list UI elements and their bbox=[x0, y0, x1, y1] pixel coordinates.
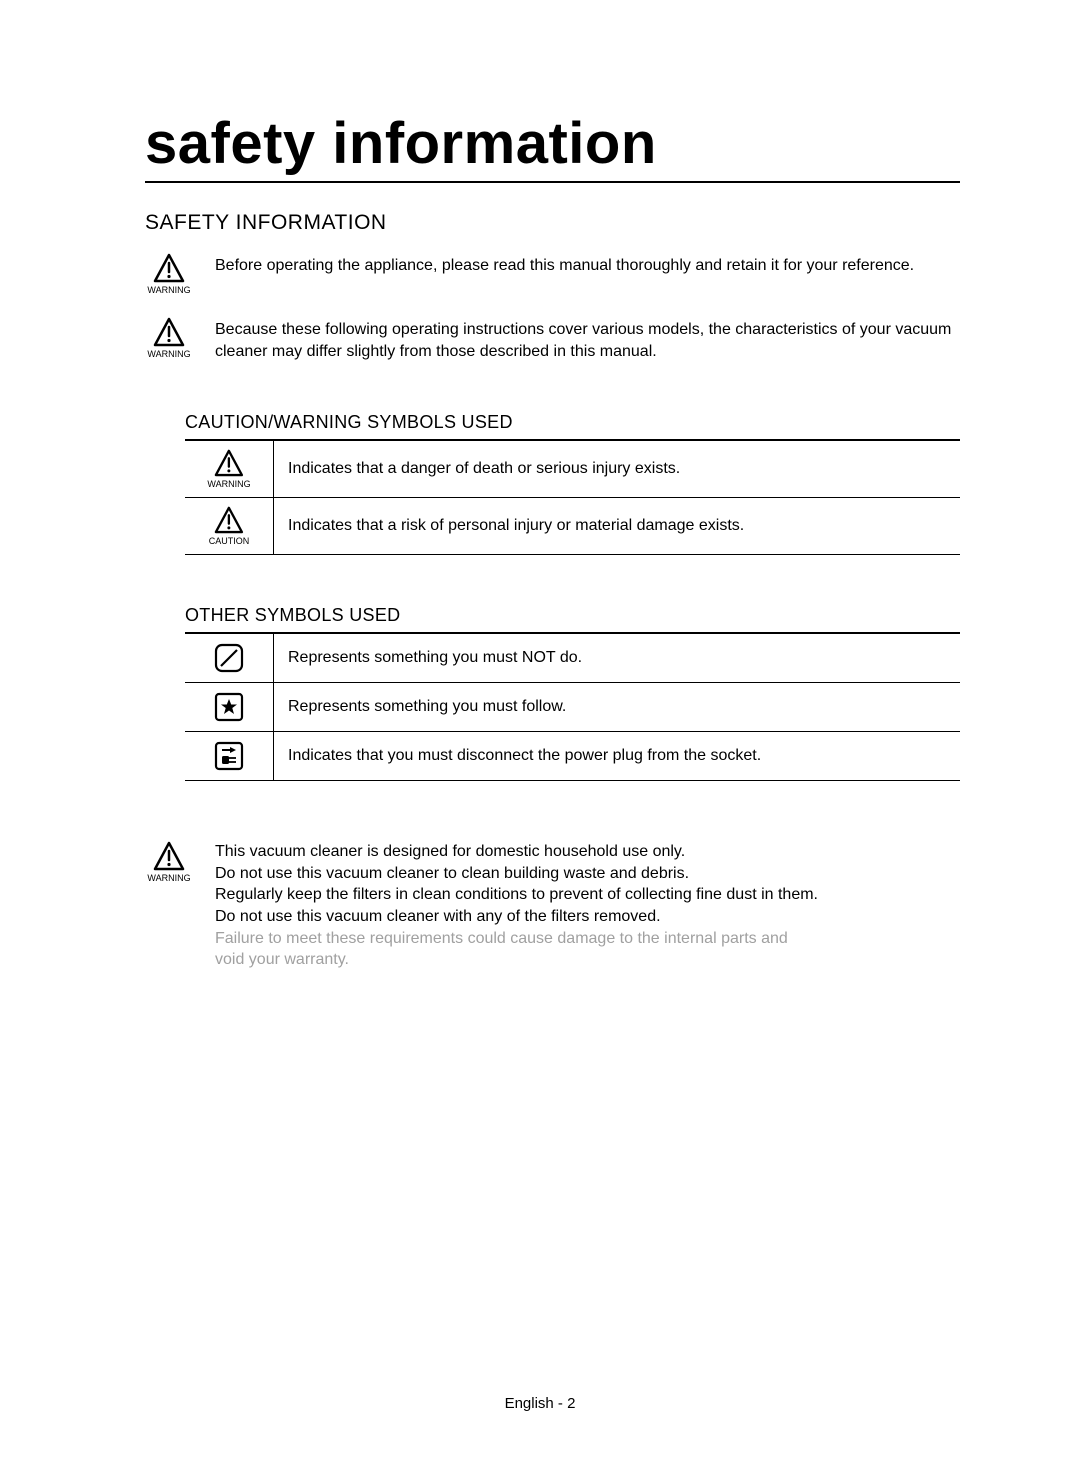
icon-sublabel: WARNING bbox=[147, 349, 190, 359]
icon-sublabel: WARNING bbox=[147, 285, 190, 295]
info-row: WARNING Because these following operatin… bbox=[145, 317, 960, 362]
warning-icon: WARNING bbox=[185, 441, 274, 497]
subheading-other-symbols: OTHER SYMBOLS USED bbox=[185, 605, 960, 626]
caution-symbols-table: WARNING Indicates that a danger of death… bbox=[185, 439, 960, 555]
symbol-description: Represents something you must follow. bbox=[274, 683, 960, 731]
info-text: Because these following operating instru… bbox=[215, 317, 960, 362]
unplug-icon bbox=[185, 732, 274, 780]
other-symbols-table: Represents something you must NOT do. Re… bbox=[185, 632, 960, 781]
page-title: safety information bbox=[145, 110, 960, 183]
prohibit-icon bbox=[185, 634, 274, 682]
table-row: CAUTION Indicates that a risk of persona… bbox=[185, 498, 960, 555]
warning-line: Do not use this vacuum cleaner with any … bbox=[215, 906, 818, 928]
icon-sublabel: WARNING bbox=[147, 873, 190, 883]
section-heading-safety: SAFETY INFORMATION bbox=[145, 211, 960, 235]
subheading-caution-symbols: CAUTION/WARNING SYMBOLS USED bbox=[185, 412, 960, 433]
symbol-description: Indicates that you must disconnect the p… bbox=[274, 732, 960, 780]
table-row: Represents something you must follow. bbox=[185, 683, 960, 732]
warning-line-faded: Failure to meet these requirements could… bbox=[215, 928, 818, 950]
page-footer: English - 2 bbox=[0, 1395, 1080, 1412]
table-row: Represents something you must NOT do. bbox=[185, 634, 960, 683]
table-row: WARNING Indicates that a danger of death… bbox=[185, 441, 960, 498]
symbol-description: Indicates that a risk of personal injury… bbox=[274, 498, 960, 554]
warning-icon: WARNING bbox=[145, 841, 193, 883]
info-row: WARNING Before operating the appliance, … bbox=[145, 253, 960, 295]
warning-icon: WARNING bbox=[145, 317, 193, 359]
symbol-description: Indicates that a danger of death or seri… bbox=[274, 441, 960, 497]
page: safety information SAFETY INFORMATION WA… bbox=[0, 0, 1080, 1472]
icon-sublabel: CAUTION bbox=[209, 536, 250, 546]
warning-line: Do not use this vacuum cleaner to clean … bbox=[215, 863, 818, 885]
bottom-warning-block: WARNING This vacuum cleaner is designed … bbox=[145, 841, 960, 971]
follow-icon bbox=[185, 683, 274, 731]
warning-icon: WARNING bbox=[145, 253, 193, 295]
icon-sublabel: WARNING bbox=[207, 479, 250, 489]
warning-line: Regularly keep the ﬁlters in clean condi… bbox=[215, 884, 818, 906]
bottom-warning-text: This vacuum cleaner is designed for dome… bbox=[215, 841, 818, 971]
warning-line-faded: void your warranty. bbox=[215, 949, 818, 971]
symbol-description: Represents something you must NOT do. bbox=[274, 634, 960, 682]
caution-icon: CAUTION bbox=[185, 498, 274, 554]
table-row: Indicates that you must disconnect the p… bbox=[185, 732, 960, 781]
warning-line: This vacuum cleaner is designed for dome… bbox=[215, 841, 818, 863]
info-text: Before operating the appliance, please r… bbox=[215, 253, 914, 277]
